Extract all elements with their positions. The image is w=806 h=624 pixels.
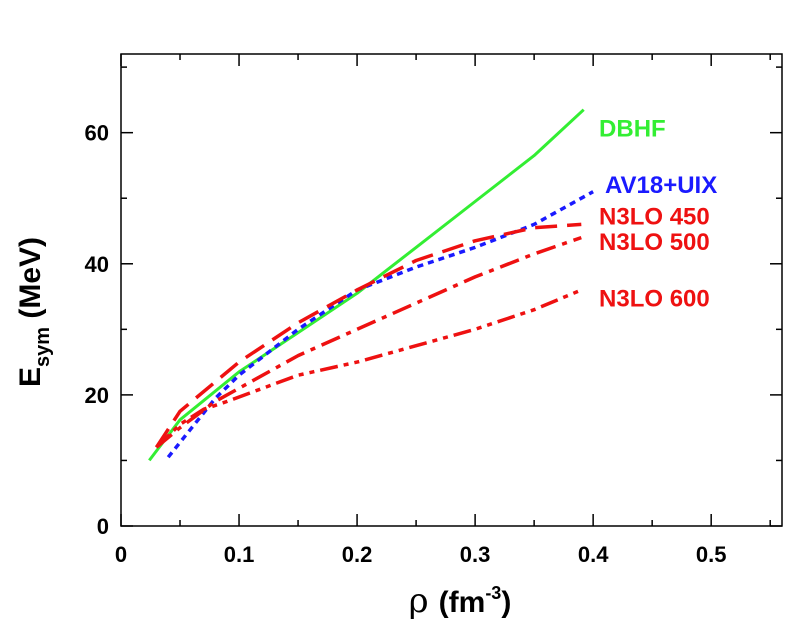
- x-axis-close: ): [501, 586, 511, 619]
- x-tick-label: 0.3: [460, 542, 491, 567]
- x-axis-unit: (fm: [439, 586, 486, 619]
- x-tick-label: 0.2: [342, 542, 373, 567]
- series-label-n3lo-600: N3LO 600: [599, 285, 710, 312]
- series-line-av18-uix: [166, 190, 594, 459]
- tick-labels: 0 0.1 0.2 0.3 0.4 0.5 0 20 40 60: [85, 121, 727, 567]
- y-axis-main: E: [14, 367, 47, 387]
- x-axis-symbol: ρ: [409, 581, 429, 621]
- y-axis-subscript: sym: [32, 327, 54, 367]
- plot-frame: [120, 53, 783, 527]
- series-label-n3lo-500: N3LO 500: [599, 229, 710, 256]
- series-line-n3lo-600: [155, 288, 582, 449]
- y-tick-label: 0: [97, 514, 109, 539]
- x-tick-label: 0.4: [578, 542, 609, 567]
- y-tick-label: 40: [85, 252, 109, 277]
- series-lines: [148, 108, 594, 462]
- series-line-n3lo-500: [155, 235, 582, 449]
- series-label-av18-uix: AV18+UIX: [605, 172, 717, 199]
- series-label-n3lo-450: N3LO 450: [599, 203, 710, 230]
- series-line-dbhf: [148, 108, 585, 462]
- y-axis-title: Esym (MeV): [14, 237, 54, 387]
- x-tick-label: 0.5: [696, 542, 727, 567]
- x-axis-exponent: -3: [485, 583, 501, 603]
- axis-ticks: [120, 54, 782, 527]
- y-tick-label: 20: [85, 383, 109, 408]
- series-label-dbhf: DBHF: [599, 116, 666, 143]
- x-axis-title: ρ (fm-3): [409, 581, 512, 621]
- series-line-n3lo-450: [154, 222, 582, 449]
- y-tick-label: 60: [85, 121, 109, 146]
- x-tick-label: 0.1: [224, 542, 255, 567]
- x-tick-label: 0: [115, 542, 127, 567]
- y-axis-unit: (MeV): [14, 237, 47, 327]
